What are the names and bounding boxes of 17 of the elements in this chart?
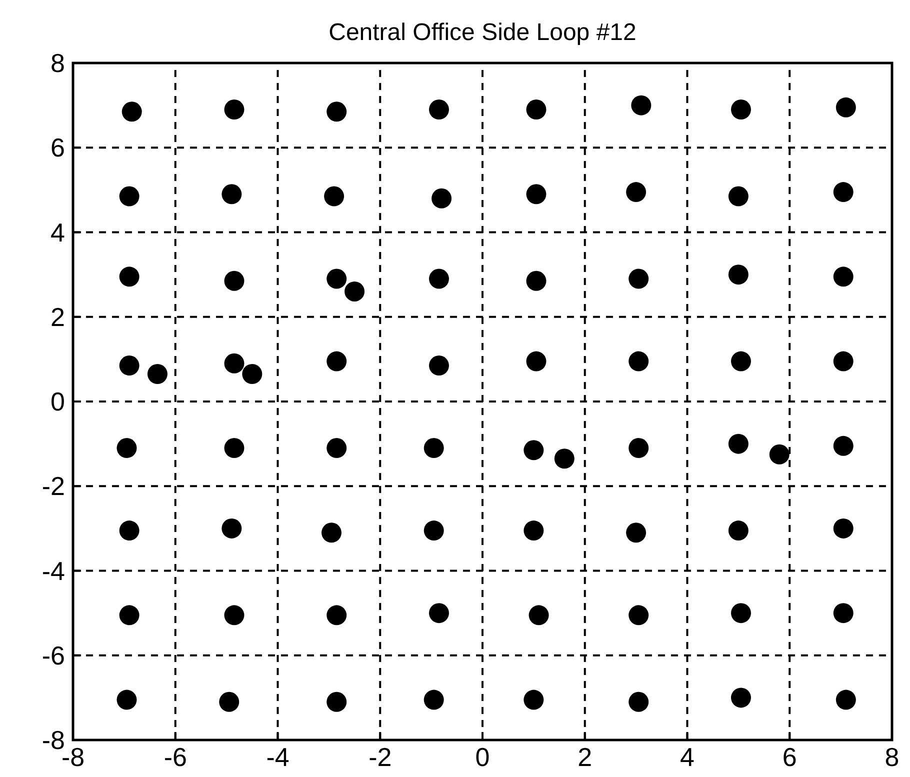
y-tick-label: 8 [50, 48, 65, 78]
x-tick-label: -2 [368, 742, 392, 772]
x-tick-label: 8 [884, 742, 900, 772]
x-tick-label: 2 [578, 742, 592, 772]
chart-title: Central Office Side Loop #12 [328, 19, 636, 46]
x-tick-label: 4 [680, 742, 694, 772]
y-tick-label: 6 [50, 132, 65, 163]
y-tick-label: 0 [50, 386, 65, 417]
y-tick-label: 4 [50, 217, 65, 248]
x-tick-label: -6 [164, 742, 187, 772]
x-tick-label: -4 [266, 742, 290, 772]
x-tick-label: 6 [782, 742, 797, 772]
y-tick-label: -4 [42, 556, 65, 586]
y-tick-label: -2 [42, 471, 65, 502]
x-tick-label: 0 [475, 742, 490, 772]
y-tick-label: -6 [42, 640, 65, 670]
y-tick-label: 2 [50, 302, 65, 332]
